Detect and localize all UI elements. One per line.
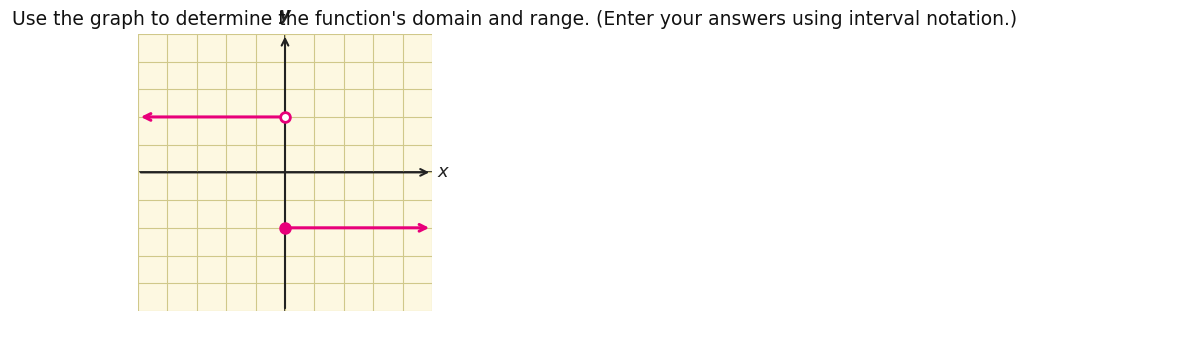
Text: y: y	[280, 6, 290, 24]
Text: x: x	[438, 163, 449, 182]
Text: Use the graph to determine the function's domain and range. (Enter your answers : Use the graph to determine the function'…	[12, 10, 1018, 29]
